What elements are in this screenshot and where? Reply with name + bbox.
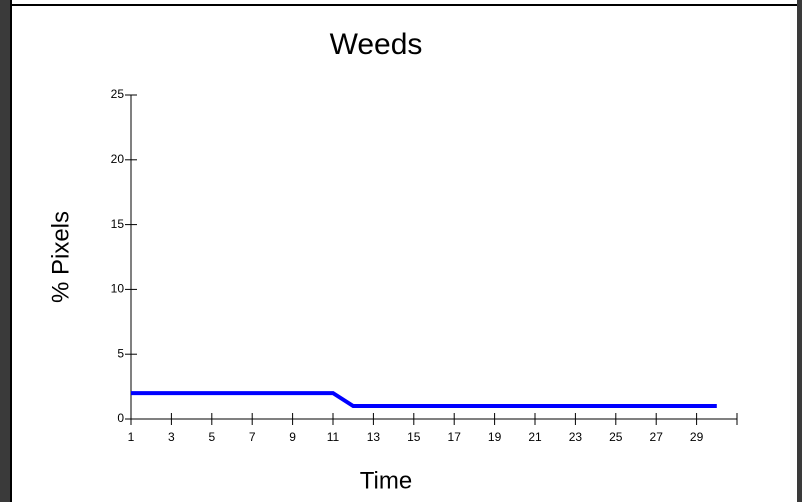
x-tick-label: 17 (448, 430, 462, 444)
data-line (131, 391, 717, 409)
x-tick-label: 3 (168, 430, 175, 444)
y-tick-label: 0 (117, 411, 124, 425)
x-tick-label: 1 (128, 430, 135, 444)
y-tick-label: 15 (111, 217, 125, 231)
chart-title: Weeds (330, 28, 423, 61)
y-tick-label: 25 (111, 87, 125, 101)
left-frame (0, 0, 10, 502)
x-tick-label: 13 (367, 430, 381, 444)
x-tick-label: 29 (690, 430, 704, 444)
y-tick-label: 20 (111, 152, 125, 166)
left-border (10, 0, 12, 502)
x-tick-label: 5 (208, 430, 215, 444)
x-tick-label: 23 (569, 430, 583, 444)
y-tick-label: 10 (111, 282, 125, 296)
x-tick-label: 21 (528, 430, 542, 444)
y-axis-label: % Pixels (47, 211, 74, 303)
x-tick-label: 25 (609, 430, 623, 444)
x-tick-label: 7 (249, 430, 256, 444)
x-tick-label: 9 (289, 430, 296, 444)
right-frame (797, 0, 802, 502)
x-axis-label: Time (360, 467, 412, 494)
x-tick-label: 27 (650, 430, 664, 444)
x-tick-label: 15 (407, 430, 421, 444)
top-border (10, 4, 802, 6)
x-tick-label: 19 (488, 430, 502, 444)
x-tick-label: 11 (327, 430, 340, 444)
y-tick-label: 5 (117, 346, 124, 360)
